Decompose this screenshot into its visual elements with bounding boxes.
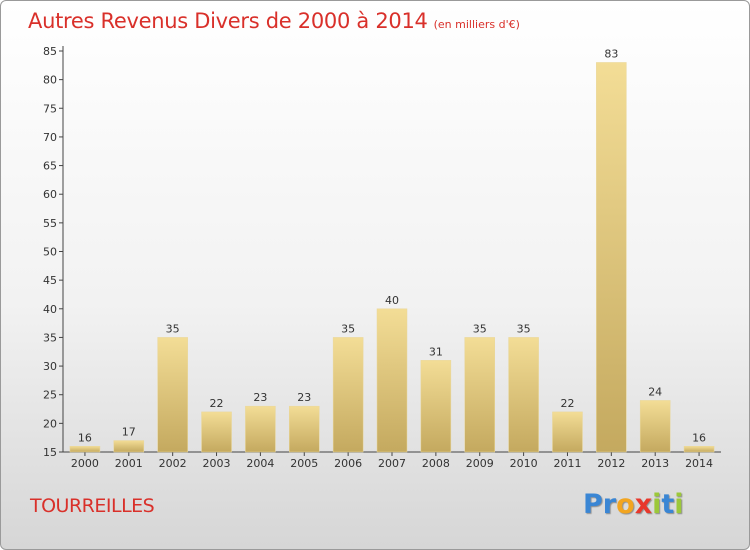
bar xyxy=(157,337,188,453)
bar xyxy=(420,360,452,453)
data-label: 35 xyxy=(517,322,531,335)
data-label: 35 xyxy=(166,322,180,335)
data-label: 31 xyxy=(429,345,443,358)
x-tick-label: 2000 xyxy=(71,457,99,470)
data-label: 16 xyxy=(692,431,706,444)
data-label: 40 xyxy=(385,294,399,307)
x-tick-label: 2007 xyxy=(378,457,406,470)
chart-bars xyxy=(69,62,715,453)
x-tick-label: 2003 xyxy=(203,457,231,470)
bar xyxy=(596,62,627,453)
logo-letter: r xyxy=(602,489,617,520)
x-tick-label: 2005 xyxy=(290,457,318,470)
y-tick-label: 35 xyxy=(43,331,57,344)
x-tick-label: 2006 xyxy=(334,457,362,470)
y-tick-label: 40 xyxy=(43,303,57,316)
bar xyxy=(376,308,408,453)
bar xyxy=(201,411,232,453)
bar xyxy=(332,337,364,453)
y-tick-label: 60 xyxy=(43,188,57,201)
y-tick-label: 80 xyxy=(43,74,57,87)
y-tick-label: 20 xyxy=(43,417,57,430)
chart-title: Autres Revenus Divers de 2000 à 2014 xyxy=(28,9,428,33)
bar xyxy=(508,337,539,453)
bar xyxy=(113,440,145,453)
y-tick-label: 25 xyxy=(43,389,57,402)
data-label: 35 xyxy=(473,322,487,335)
y-tick-label: 30 xyxy=(43,360,57,373)
y-tick-label: 65 xyxy=(43,160,57,173)
y-tick-label: 55 xyxy=(43,217,57,230)
x-tick-label: 2002 xyxy=(159,457,187,470)
bar xyxy=(683,446,715,453)
y-tick-label: 50 xyxy=(43,246,57,259)
x-tick-label: 2001 xyxy=(115,457,143,470)
y-tick-label: 70 xyxy=(43,131,57,144)
logo-letter: t xyxy=(661,489,675,520)
data-label: 83 xyxy=(604,47,618,60)
chart-labels: 16 17 35 22 23 23 35 40 31 35 35 22 83 24 16 xyxy=(78,47,706,444)
bar xyxy=(552,411,583,453)
data-label: 35 xyxy=(341,322,355,335)
location-name: TOURREILLES xyxy=(30,495,155,517)
chart-unit: (en milliers d'€) xyxy=(433,18,520,31)
x-tick-label: 2008 xyxy=(422,457,450,470)
data-label: 22 xyxy=(560,397,574,410)
y-tick-label: 45 xyxy=(43,274,57,287)
x-tick-label: 2013 xyxy=(641,457,669,470)
bar xyxy=(289,405,320,453)
data-label: 22 xyxy=(210,397,224,410)
bar xyxy=(639,400,671,453)
y-tick-label: 75 xyxy=(43,102,57,115)
x-tick-label: 2010 xyxy=(510,457,538,470)
data-label: 23 xyxy=(297,391,311,404)
logo-letter: i xyxy=(652,489,662,520)
proxiti-logo: Proxiti xyxy=(583,489,684,520)
x-tick-label: 2011 xyxy=(553,457,581,470)
data-label: 16 xyxy=(78,431,92,444)
logo-letter: P xyxy=(583,489,603,520)
data-label: 24 xyxy=(648,385,662,398)
x-tick-label: 2004 xyxy=(246,457,274,470)
bar xyxy=(464,337,495,453)
logo-letter: o xyxy=(616,489,635,520)
logo-letter: i xyxy=(674,489,684,520)
data-label: 23 xyxy=(253,391,267,404)
x-tick-label: 2012 xyxy=(597,457,625,470)
y-tick-label: 85 xyxy=(43,45,57,58)
x-tick-label: 2014 xyxy=(685,457,713,470)
y-tick-label: 15 xyxy=(43,446,57,459)
bar xyxy=(69,446,101,453)
x-tick-label: 2009 xyxy=(466,457,494,470)
chart-title-block: Autres Revenus Divers de 2000 à 2014 (en … xyxy=(28,9,520,33)
chart-axes: 15 20 25 30 35 40 45 50 55 60 65 70 75 80 85 2000 2001 20… xyxy=(43,45,721,470)
logo-letter: x xyxy=(634,489,653,520)
bar xyxy=(245,405,276,453)
data-label: 17 xyxy=(122,426,136,439)
